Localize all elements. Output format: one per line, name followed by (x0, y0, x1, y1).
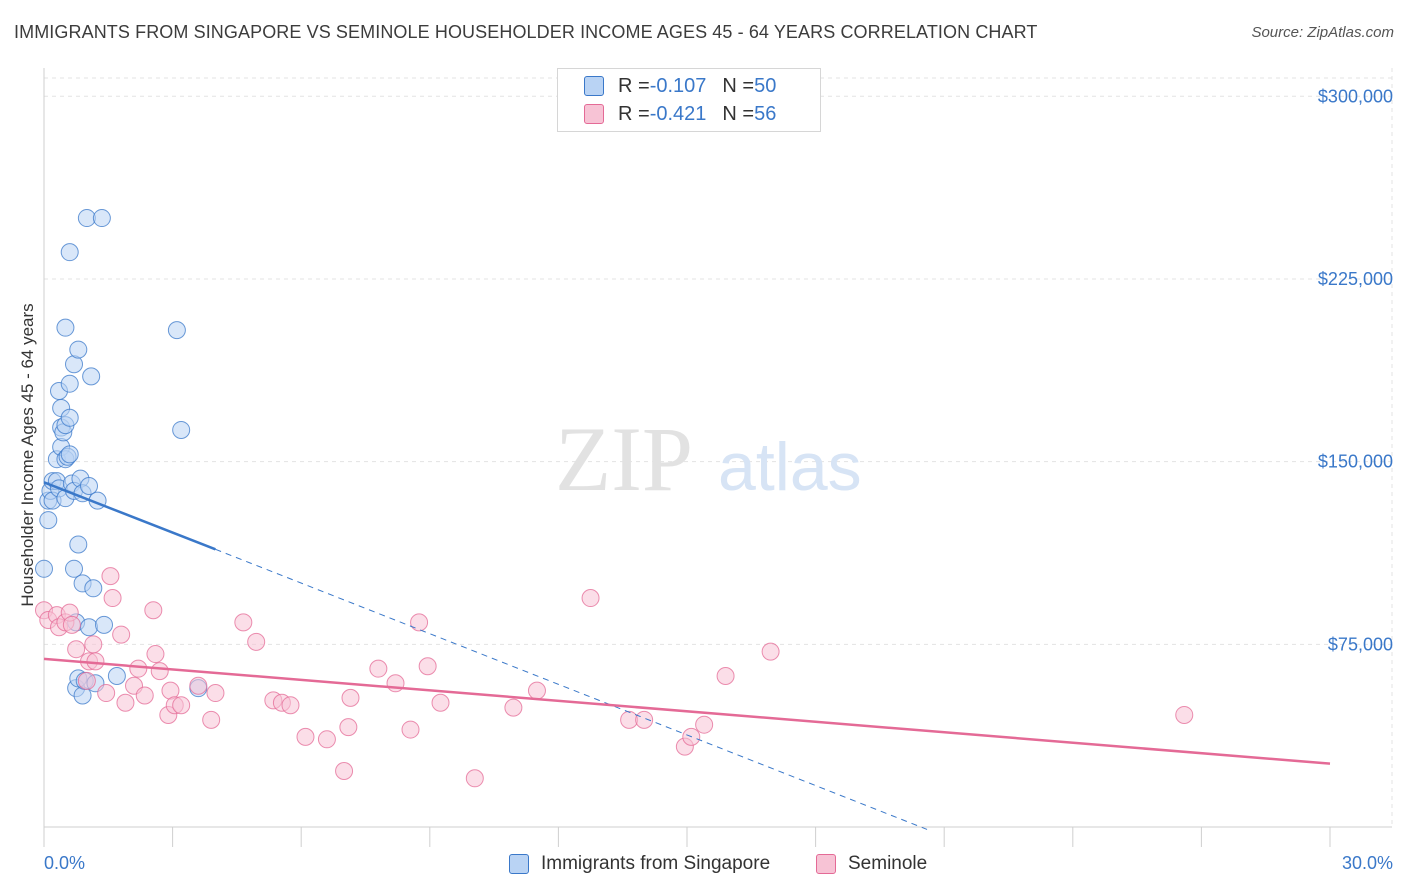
data-point-blue (60, 445, 79, 464)
data-point-blue (80, 618, 99, 637)
data-point-pink (206, 684, 225, 703)
r-value: -0.421 (649, 102, 707, 125)
data-point-pink (135, 686, 154, 705)
data-point-blue (80, 476, 99, 495)
zipatlas-watermark: ZIP atlas (555, 408, 862, 510)
data-point-pink (144, 601, 163, 620)
data-point-blue (77, 209, 96, 228)
legend-item-singapore[interactable]: Immigrants from Singapore (509, 852, 770, 876)
data-point-blue (35, 559, 53, 578)
data-point-blue (60, 243, 79, 262)
data-point-pink (1175, 705, 1194, 724)
data-point-pink (418, 657, 437, 676)
data-point-pink (86, 652, 105, 671)
data-point-pink (620, 710, 639, 729)
x-tick-label-min: 0.0% (44, 853, 85, 873)
trendline-dashed-blue (215, 548, 928, 830)
data-point-pink (581, 589, 600, 608)
y-tick-label: $300,000 (1318, 86, 1393, 106)
legend-swatch-blue (509, 854, 529, 874)
data-point-blue (60, 408, 79, 427)
data-point-blue (167, 321, 186, 340)
data-point-pink (410, 613, 429, 632)
legend-item-seminole[interactable]: Seminole (816, 852, 927, 876)
data-point-pink (341, 688, 360, 707)
data-point-blue (39, 511, 58, 530)
legend-label-seminole: Seminole (848, 853, 928, 874)
legend-swatch-pink (584, 104, 604, 124)
data-point-blue (84, 579, 103, 598)
data-point-blue (172, 420, 191, 439)
data-point-pink (761, 642, 780, 661)
chart-title: IMMIGRANTS FROM SINGAPORE VS SEMINOLE HO… (14, 22, 1038, 42)
data-point-pink (247, 632, 266, 651)
data-point-blue (65, 559, 84, 578)
x-tick-label-max: 30.0% (1342, 853, 1393, 873)
data-point-blue (56, 318, 75, 337)
data-point-pink (431, 693, 450, 712)
data-point-pink (67, 640, 86, 659)
data-point-pink (116, 693, 135, 712)
data-point-pink (401, 720, 420, 739)
legend-swatch-pink (816, 854, 836, 874)
watermark-atlas: atlas (718, 429, 862, 505)
y-tick-label: $150,000 (1318, 452, 1393, 472)
data-point-pink (101, 567, 120, 586)
n-value: 50 (754, 74, 777, 97)
data-point-pink (281, 696, 300, 715)
data-point-pink (202, 710, 221, 729)
data-point-blue (92, 209, 111, 228)
data-point-pink (146, 645, 165, 664)
y-tick-label: $225,000 (1318, 269, 1393, 289)
data-point-pink (172, 696, 191, 715)
data-point-blue (69, 340, 88, 359)
data-point-blue (60, 374, 79, 393)
data-point-blue (95, 615, 114, 634)
data-point-pink (129, 659, 148, 678)
data-point-blue (82, 367, 101, 386)
data-point-pink (62, 615, 81, 634)
source-label: Source: ZipAtlas.com (1251, 24, 1394, 41)
data-point-pink (695, 715, 714, 734)
data-point-pink (296, 727, 315, 746)
data-point-pink (234, 613, 253, 632)
n-label: N = (722, 74, 755, 97)
r-label: R = (618, 74, 650, 97)
data-point-pink (527, 681, 546, 700)
data-point-pink (112, 625, 131, 644)
n-label: N = (722, 102, 755, 125)
data-point-pink (84, 635, 103, 654)
trendline-blue (43, 481, 216, 551)
y-tick-label: $75,000 (1328, 634, 1393, 654)
data-point-pink (77, 671, 96, 690)
n-value: 56 (754, 102, 777, 125)
legend-label-singapore: Immigrants from Singapore (541, 853, 771, 874)
legend-row-singapore: R = -0.107 N = 50 (584, 73, 776, 99)
data-point-pink (465, 769, 484, 788)
watermark-zip: ZIP (555, 408, 693, 510)
data-point-blue (69, 535, 88, 554)
data-point-pink (317, 730, 336, 749)
data-point-pink (504, 698, 523, 717)
correlation-legend: R = -0.107 N = 50 R = -0.421 N = 56 (557, 68, 821, 132)
data-point-pink (335, 761, 354, 780)
data-point-pink (103, 589, 122, 608)
data-point-pink (339, 718, 358, 737)
data-point-pink (716, 666, 735, 685)
data-point-pink (635, 710, 654, 729)
trendline-pink (43, 657, 1331, 765)
legend-swatch-blue (584, 76, 604, 96)
data-point-pink (369, 659, 388, 678)
data-point-blue (107, 666, 126, 685)
r-label: R = (618, 102, 650, 125)
r-value: -0.107 (649, 74, 707, 97)
data-point-pink (150, 662, 169, 681)
legend-row-seminole: R = -0.421 N = 56 (584, 101, 776, 127)
data-point-pink (97, 684, 116, 703)
data-point-pink (189, 676, 208, 695)
